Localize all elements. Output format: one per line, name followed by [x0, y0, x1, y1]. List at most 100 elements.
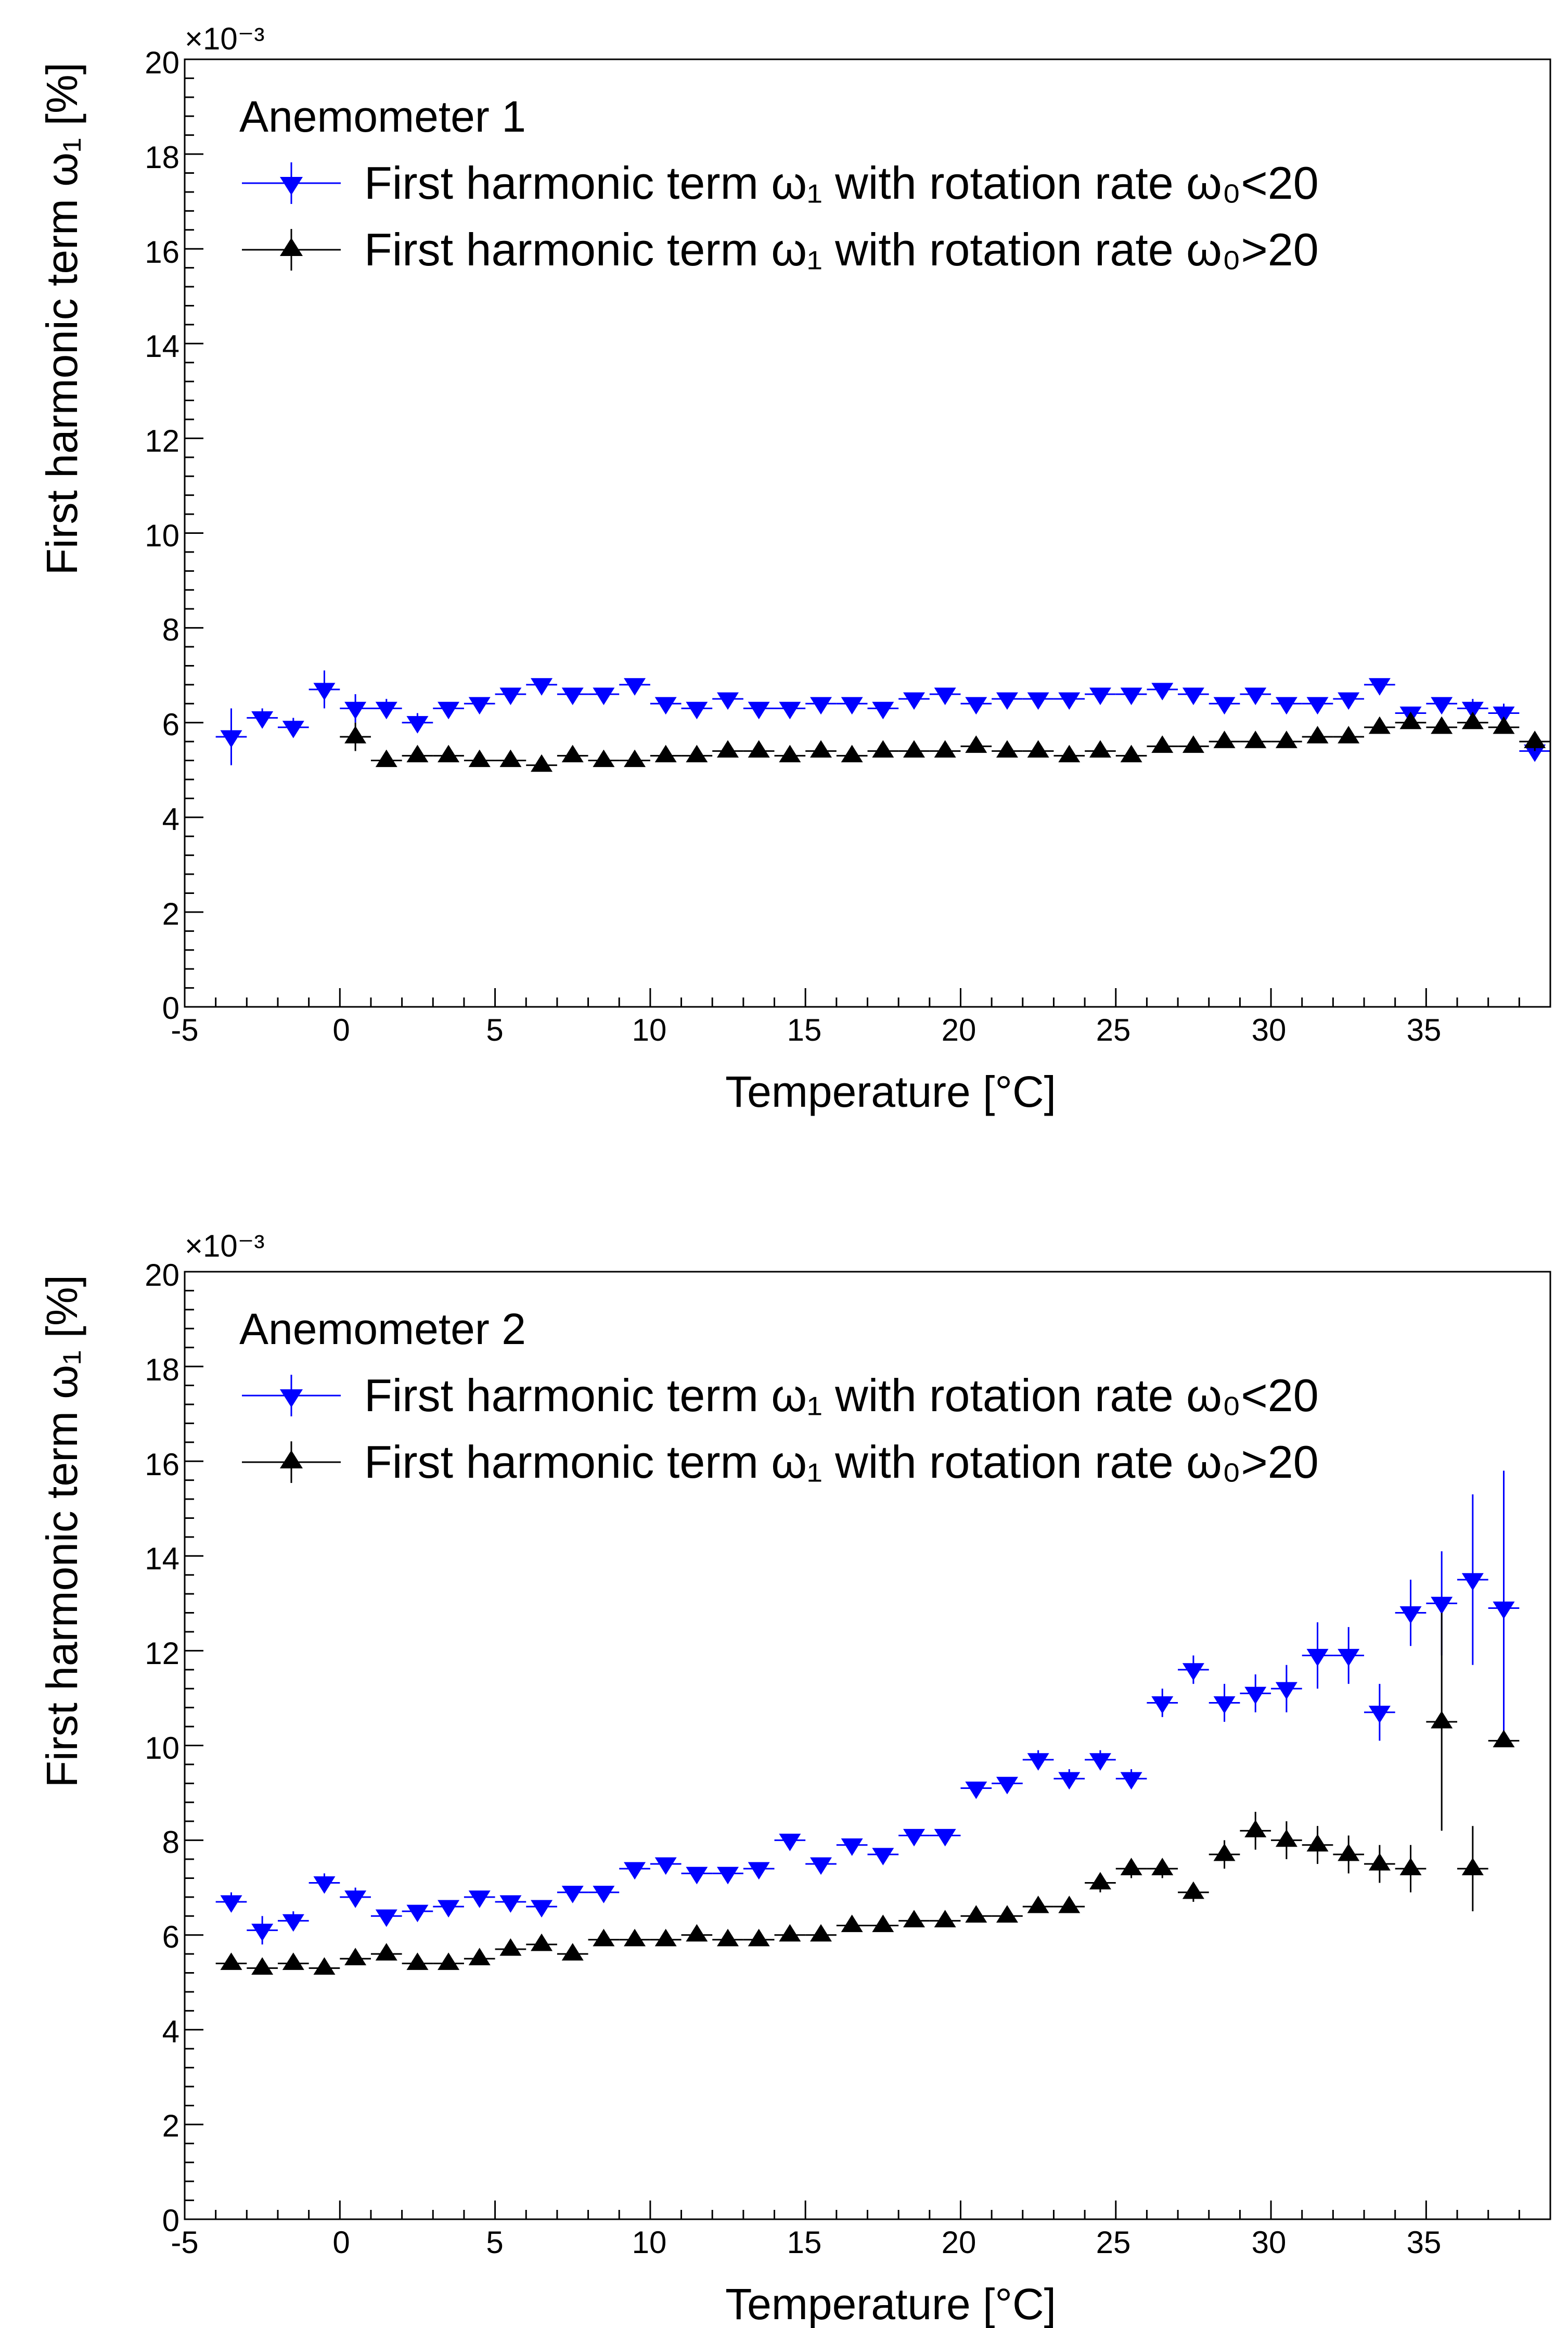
marker [1524, 744, 1546, 762]
y-tick-label: 18 [145, 140, 179, 175]
marker [748, 740, 770, 758]
marker [1182, 735, 1204, 753]
data-point [495, 1895, 526, 1913]
marker [934, 1828, 956, 1847]
marker [779, 1834, 801, 1851]
data-point [960, 1781, 992, 1799]
data-point [712, 1928, 743, 1947]
marker [1306, 1648, 1329, 1667]
data-point [1333, 692, 1365, 710]
marker [841, 1914, 863, 1933]
data-point [1457, 1494, 1488, 1665]
data-point [277, 1952, 309, 1970]
legend-entry-series-1: First harmonic term ω₁ with rotation rat… [242, 157, 1319, 209]
data-point [1333, 1835, 1365, 1874]
y-tick-label: 2 [162, 897, 179, 931]
marker [468, 697, 491, 715]
marker [934, 1910, 956, 1927]
data-point [1085, 740, 1116, 758]
marker [1151, 1858, 1174, 1875]
marker [438, 1952, 460, 1970]
data-point [1240, 687, 1271, 706]
x-tick-label: 30 [1252, 2225, 1287, 2260]
data-point [1364, 678, 1395, 696]
data-point [681, 1866, 713, 1885]
data-point [464, 749, 495, 768]
marker [1461, 701, 1484, 720]
y-tick-label: 0 [162, 991, 179, 1026]
data-point [433, 745, 464, 763]
marker [624, 1862, 646, 1880]
marker [810, 697, 832, 715]
marker [686, 1866, 708, 1885]
marker [531, 1900, 553, 1918]
marker [779, 701, 801, 720]
marker [903, 1910, 925, 1927]
data-point [464, 1890, 495, 1908]
data-point [1426, 716, 1458, 734]
data-point [712, 740, 743, 758]
legend-label: First harmonic term ω₁ with rotation rat… [364, 157, 1319, 209]
data-point [1085, 1750, 1116, 1771]
x-tick-label: 5 [486, 1013, 503, 1047]
x-tick-label: 30 [1252, 1013, 1287, 1047]
data-point [1457, 711, 1488, 730]
marker [624, 1928, 646, 1947]
data-point [1115, 687, 1147, 706]
data-point [960, 697, 992, 715]
y-tick-label: 6 [162, 707, 179, 742]
data-point [1302, 1826, 1333, 1864]
marker [531, 1933, 553, 1951]
data-point [1271, 1665, 1302, 1712]
marker [1306, 1834, 1329, 1852]
data-point [960, 735, 992, 753]
data-point [867, 1914, 899, 1933]
marker [717, 740, 739, 758]
marker [1089, 1753, 1111, 1771]
data-point [340, 722, 371, 751]
data-point [340, 694, 371, 723]
legend-entry-series-2: First harmonic term ω₁ with rotation rat… [242, 224, 1319, 275]
marker [531, 678, 553, 696]
marker [1058, 1772, 1081, 1790]
legend-entry-series-2: First harmonic term ω₁ with rotation rat… [242, 1436, 1319, 1488]
marker [1461, 1573, 1484, 1591]
marker [1306, 726, 1329, 744]
data-point [464, 697, 495, 715]
data-point [1147, 735, 1178, 753]
marker [717, 692, 739, 710]
data-point [1271, 731, 1302, 748]
marker [934, 740, 956, 758]
x-tick-label: 20 [942, 2225, 976, 2260]
marker [1027, 1896, 1049, 1913]
y-axis-title: First harmonic term ω₁ [%] [37, 62, 86, 575]
x-tick-label: 5 [486, 2225, 503, 2260]
data-point [1240, 731, 1271, 748]
data-point [1209, 731, 1240, 748]
marker [1431, 1710, 1453, 1729]
data-point [1240, 1811, 1271, 1850]
marker [1275, 697, 1297, 715]
marker [841, 697, 863, 715]
marker [406, 716, 429, 734]
data-point [929, 687, 961, 706]
data-point [247, 1916, 278, 1945]
x-tick-label: -5 [171, 2225, 198, 2260]
data-point [743, 1862, 775, 1880]
data-point [619, 678, 650, 696]
x-tick-label: -5 [171, 1013, 198, 1047]
data-point [1178, 735, 1209, 753]
y-tick-label: 14 [145, 329, 179, 364]
marker [872, 701, 894, 720]
marker [965, 1781, 987, 1799]
marker [996, 692, 1018, 710]
data-point [1302, 697, 1333, 715]
marker [1368, 1706, 1391, 1723]
data-point [277, 1911, 309, 1932]
data-point [1364, 1845, 1395, 1883]
marker [561, 1886, 584, 1903]
data-point [1053, 1769, 1085, 1790]
data-point [898, 1828, 930, 1847]
marker [468, 1948, 491, 1965]
marker [965, 1905, 987, 1923]
